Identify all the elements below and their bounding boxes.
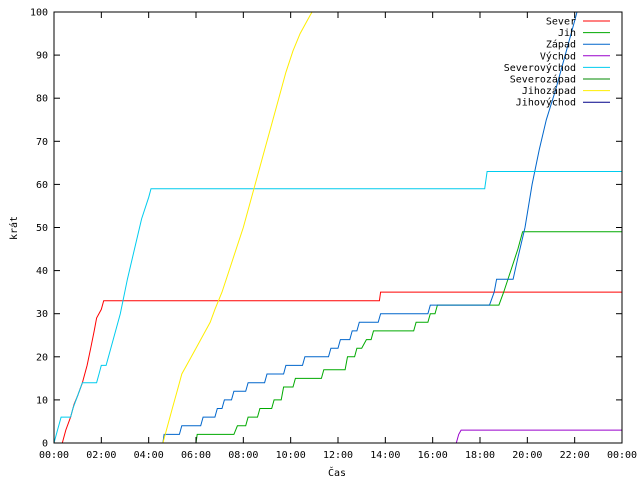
y-tick-label: 80 (36, 94, 48, 105)
x-tick-label: 22:00 (560, 450, 590, 461)
legend-label: Severovýchod (504, 62, 576, 74)
y-tick-label: 10 (36, 395, 48, 406)
series-line-2 (162, 12, 578, 443)
y-tick-label: 70 (36, 137, 48, 148)
y-tick-label: 30 (36, 309, 48, 320)
legend-label: Jihovýchod (516, 97, 576, 109)
y-axis-label: krát (8, 216, 20, 240)
series-line-3 (455, 429, 622, 443)
legend-label: Severozápad (510, 74, 576, 86)
x-tick-label: 12:00 (323, 450, 353, 461)
x-tick-label: 20:00 (512, 450, 542, 461)
y-tick-label: 60 (36, 180, 48, 191)
axes (53, 11, 623, 444)
tick-labels: 0 10 20 30 40 50 60 70 80 90 100 00:00 02:00 04:00 06:… (30, 8, 637, 462)
y-tick-label: 100 (30, 8, 48, 19)
legend-label: Východ (540, 50, 576, 62)
x-tick-label: 18:00 (465, 450, 495, 461)
x-tick-label: 10:00 (276, 450, 306, 461)
x-tick-label: 06:00 (181, 450, 211, 461)
y-tick-label: 50 (36, 223, 48, 234)
legend: SeverJihZápadVýchodSeverovýchodSeverozáp… (504, 17, 610, 109)
series-line-1 (195, 231, 622, 443)
x-tick-label: 16:00 (418, 450, 448, 461)
y-tick-label: 90 (36, 51, 48, 62)
x-tick-label: 14:00 (370, 450, 400, 461)
legend-label: Jihozápad (522, 85, 576, 97)
y-tick-label: 0 (42, 439, 48, 450)
legend-label: Jih (558, 28, 576, 39)
plot-lines (54, 12, 622, 443)
series-line-6 (162, 12, 313, 443)
x-tick-label: 00:00 (607, 450, 637, 461)
x-axis-label: Čas (328, 466, 346, 479)
x-tick-label: 00:00 (39, 450, 69, 461)
x-tick-label: 04:00 (134, 450, 164, 461)
legend-label: Západ (546, 39, 576, 51)
x-tick-label: 08:00 (228, 450, 258, 461)
series-line-0 (61, 291, 622, 443)
y-tick-label: 20 (36, 352, 48, 363)
y-tick-label: 40 (36, 266, 48, 277)
x-tick-label: 02:00 (86, 450, 116, 461)
series-line-4 (54, 171, 622, 443)
legend-label: Sever (546, 17, 576, 28)
